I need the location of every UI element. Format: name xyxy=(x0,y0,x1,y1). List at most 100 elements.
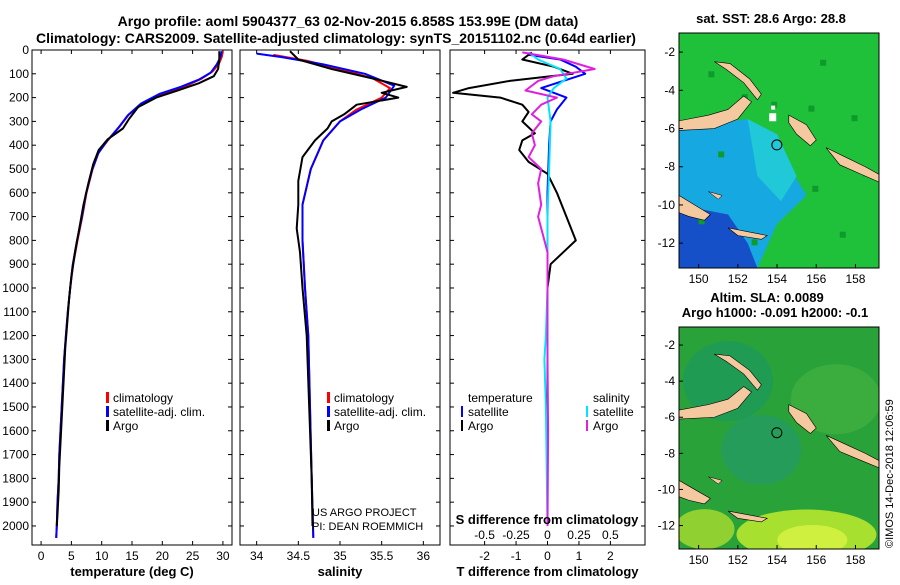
y-tick-label: 1900 xyxy=(2,495,29,509)
sst-pixel xyxy=(812,185,819,192)
y-tick-label: 1200 xyxy=(2,329,29,343)
salinity-legend: climatology satellite-adj. clim. Argo xyxy=(327,391,426,433)
series-line-argo xyxy=(55,51,221,527)
y-tick-label: 1400 xyxy=(2,376,29,390)
diff-legend-salinity-title: salinity xyxy=(593,391,630,405)
s-diff-axis-label: S difference from climatology xyxy=(456,512,640,527)
x-tick-label: 2 xyxy=(607,549,614,563)
map-field xyxy=(679,327,879,549)
x-tick-label: 34.5 xyxy=(287,549,311,563)
sla-map-title-1: Altim. SLA: 0.0089 xyxy=(710,290,823,305)
map-x-tick-label: 150 xyxy=(689,272,709,286)
x-tick-label: 20 xyxy=(156,549,170,563)
y-tick-label: 1700 xyxy=(2,448,29,462)
legend-argo: Argo xyxy=(113,419,139,433)
difference-panel: -2 -1 0 1 2 -0.5 -0.25 0 0.25 0.5 T difference fro… xyxy=(449,49,646,579)
map-y-tick-label: -12 xyxy=(658,519,676,533)
series-line-s-satellite xyxy=(528,51,568,527)
diff-legend-t-argo-swatch xyxy=(461,420,463,431)
sal-legend-argo-swatch xyxy=(327,420,330,431)
x-tick-label: 5 xyxy=(68,549,75,563)
new-ireland-island xyxy=(714,61,762,101)
s-tick-label: -0.25 xyxy=(502,528,530,542)
map-y-tick-label: -12 xyxy=(658,236,676,250)
project-credit: US ARGO PROJECT xyxy=(312,507,417,519)
new-ireland-island xyxy=(714,353,762,391)
series-line-s-argo xyxy=(522,51,596,527)
bougainville-island xyxy=(788,114,817,147)
x-tick-label: 0 xyxy=(544,549,551,563)
x-tick-label: 10 xyxy=(95,549,109,563)
new-britain-island xyxy=(679,95,752,131)
legend-climatology: climatology xyxy=(113,391,173,405)
figure-title: Argo profile: aoml 5904377_63 02-Nov-201… xyxy=(118,13,579,29)
s-tick-label: -0.5 xyxy=(474,528,495,542)
small-island xyxy=(708,191,723,200)
y-tick-label: 1100 xyxy=(3,305,29,319)
series-line-satellite-adj-clim- xyxy=(256,52,396,538)
legend-argo-swatch xyxy=(106,420,109,431)
y-tick-label: 700 xyxy=(9,210,29,224)
sst-map-panel: 150 152 154 156 158 -2 -4 -6 -8 -10 -12 xyxy=(658,32,880,286)
x-tick-label: 15 xyxy=(125,549,139,563)
y-tick-label: 0 xyxy=(22,43,29,57)
sal-legend-climatology: climatology xyxy=(334,391,394,405)
sst-pixel xyxy=(839,231,846,238)
y-tick-label: 400 xyxy=(9,138,29,152)
sst-pixel xyxy=(771,101,778,108)
y-tick-label: 1500 xyxy=(2,400,29,414)
sal-legend-satellite: satellite-adj. clim. xyxy=(334,405,426,419)
sst-pixel xyxy=(751,239,758,246)
sst-pixel xyxy=(851,115,858,122)
imos-credit: ©IMOS 14-Dec-2018 12:06:59 xyxy=(884,399,896,548)
map-field xyxy=(679,33,879,268)
x-tick-label: 35 xyxy=(333,549,347,563)
map-x-tick-label: 150 xyxy=(689,553,709,567)
y-tick-label: 1300 xyxy=(2,352,29,366)
legend-satellite: satellite-adj. clim. xyxy=(113,405,205,419)
diff-legend-t-sat-swatch xyxy=(461,406,463,417)
x-tick-label: 35.5 xyxy=(370,549,394,563)
diff-legend-s-argo: Argo xyxy=(593,419,619,433)
plot-frame xyxy=(31,49,233,546)
sst-pixel xyxy=(698,218,705,225)
sla-map-panel: 150 152 154 156 158 -2 -4 -6 -8 -10 -12 xyxy=(658,326,880,567)
y-tick-label: 2000 xyxy=(2,519,29,533)
map-x-tick-label: 154 xyxy=(767,272,787,286)
sla-low-region xyxy=(683,341,774,422)
diff-legend-s-satellite: satellite xyxy=(593,405,634,419)
sst-mid-region xyxy=(747,118,797,202)
argo-float-marker xyxy=(771,139,783,151)
y-tick-label: 1800 xyxy=(2,471,29,485)
figure-subtitle: Climatology: CARS2009. Satellite-adjuste… xyxy=(36,30,636,46)
sal-legend-climatology-swatch xyxy=(327,392,330,403)
x-tick-label: 34 xyxy=(250,549,264,563)
y-tick-label: 200 xyxy=(9,91,29,105)
temperature-legend: climatology satellite-adj. clim. Argo xyxy=(106,391,205,433)
map-x-tick-label: 152 xyxy=(728,553,748,567)
legend-climatology-swatch xyxy=(106,392,109,403)
s-tick-label: 0.25 xyxy=(567,528,591,542)
map-y-tick-label: -2 xyxy=(664,45,675,59)
x-tick-label: 1 xyxy=(576,549,583,563)
series-line-argo xyxy=(289,50,408,527)
sal-legend-satellite-swatch xyxy=(327,406,330,417)
sla-high-region xyxy=(679,509,735,549)
y-tick-label: 500 xyxy=(9,162,29,176)
diff-legend-t-satellite: satellite xyxy=(468,405,509,419)
sla-low-region xyxy=(721,414,802,485)
map-y-tick-label: -8 xyxy=(664,160,675,174)
sst-cloud-pixel xyxy=(771,105,776,110)
map-frame xyxy=(678,326,880,550)
y-tick-label: 100 xyxy=(9,67,29,81)
solomon-islands xyxy=(825,147,879,183)
x-tick-label: 30 xyxy=(216,549,230,563)
s-tick-label: 0 xyxy=(544,528,551,542)
x-tick-label: 25 xyxy=(186,549,200,563)
map-y-tick-label: -4 xyxy=(664,374,675,388)
sla-peak-region xyxy=(777,524,848,549)
map-x-tick-label: 156 xyxy=(806,553,826,567)
temperature-panel: 0100200300400500600700800900100011001200… xyxy=(2,43,233,579)
